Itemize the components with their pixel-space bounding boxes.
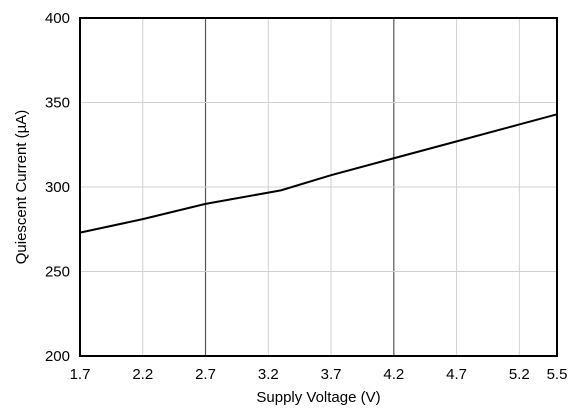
x-tick-label-6: 4.7: [446, 366, 467, 383]
plot-frame: [79, 17, 558, 357]
x-tick-label-2: 2.7: [195, 366, 216, 383]
grid-layer: [80, 18, 557, 356]
x-tick-label-8: 5.5: [547, 366, 568, 383]
x-tick-labels: 1.7 2.2 2.7 3.2 3.7 4.2 4.7 5.2 5.5: [70, 366, 568, 383]
x-axis-title: Supply Voltage (V): [256, 389, 380, 406]
series-line-0: [79, 113, 558, 234]
x-tick-label-5: 4.2: [383, 366, 404, 383]
series-layer: [79, 113, 558, 234]
x-tick-label-1: 2.2: [132, 366, 153, 383]
x-tick-label-4: 3.7: [321, 366, 342, 383]
x-tick-label-3: 3.2: [258, 366, 279, 383]
x-tick-label-0: 1.7: [70, 366, 91, 383]
y-tick-label-1: 250: [45, 264, 70, 281]
y-tick-labels: 200 250 300 350 400: [45, 10, 70, 365]
y-tick-label-0: 200: [45, 348, 70, 365]
y-tick-label-4: 400: [45, 10, 70, 27]
x-tick-label-7: 5.2: [509, 366, 530, 383]
y-tick-label-3: 350: [45, 95, 70, 112]
y-axis-title: Quiescent Current (µA): [13, 110, 30, 265]
y-tick-label-2: 300: [45, 179, 70, 196]
